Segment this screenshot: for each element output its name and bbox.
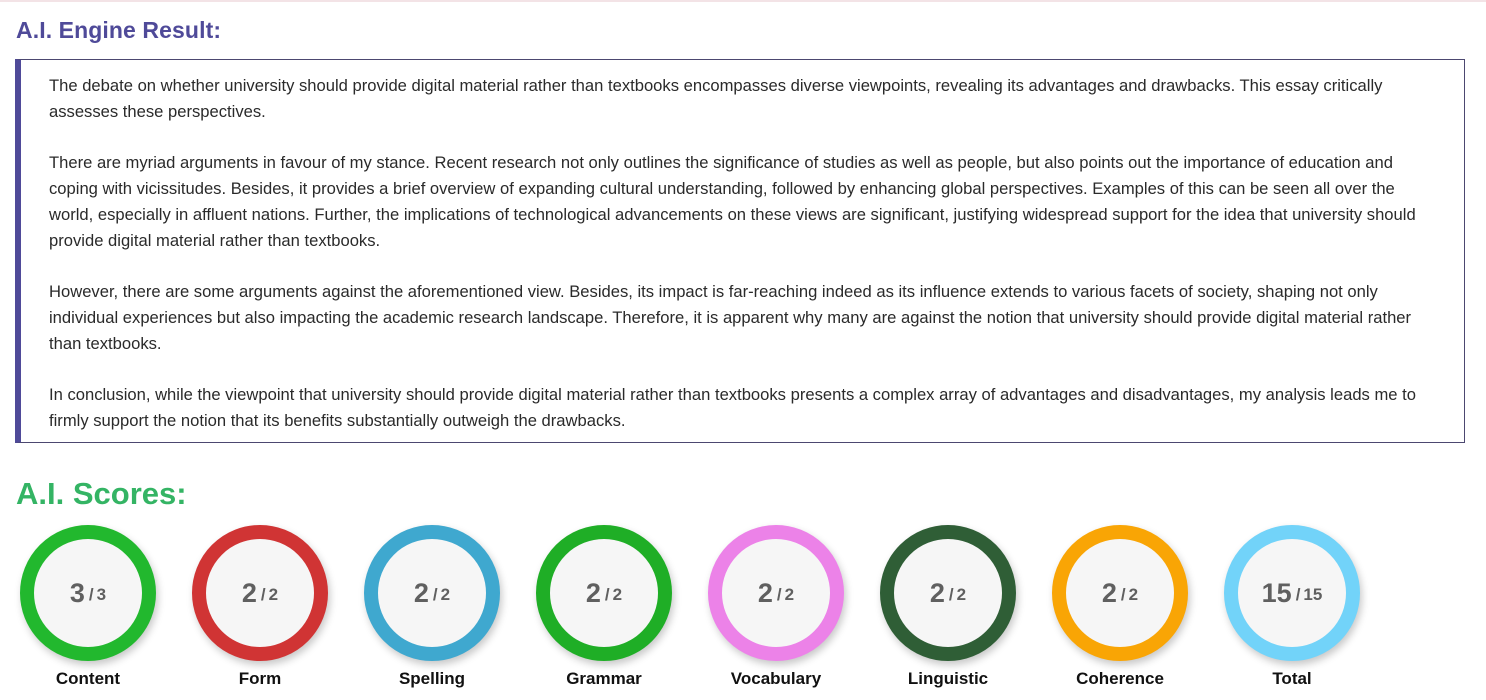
score-max: 15 bbox=[1303, 585, 1323, 604]
score-max: 2 bbox=[612, 585, 623, 604]
score-ring: 2/2 bbox=[192, 525, 328, 661]
score-coherence: 2/2 Coherence bbox=[1052, 525, 1188, 689]
score-value: 3 bbox=[69, 577, 85, 608]
score-label: Form bbox=[238, 669, 282, 688]
score-separator: / bbox=[776, 585, 782, 604]
score-form: 2/2 Form bbox=[192, 525, 328, 689]
score-label: Linguistic bbox=[907, 669, 989, 688]
top-divider bbox=[0, 0, 1486, 2]
score-label: Vocabulary bbox=[730, 669, 822, 688]
score-total: 15/15 Total bbox=[1224, 525, 1360, 689]
score-ring: 2/2 bbox=[880, 525, 1016, 661]
score-ring: 2/2 bbox=[1052, 525, 1188, 661]
score-ring: 2/2 bbox=[536, 525, 672, 661]
score-separator: / bbox=[432, 585, 438, 604]
score-max: 2 bbox=[784, 585, 795, 604]
score-content: 3/3 Content bbox=[20, 525, 156, 689]
score-separator: / bbox=[948, 585, 954, 604]
score-max: 2 bbox=[268, 585, 279, 604]
score-linguistic: 2/2 Linguistic bbox=[880, 525, 1016, 689]
essay-paragraph-4: In conclusion, while the viewpoint that … bbox=[49, 385, 1416, 431]
engine-result-title: A.I. Engine Result: bbox=[16, 17, 222, 43]
score-ring: 3/3 bbox=[20, 525, 156, 661]
score-ring: 2/2 bbox=[364, 525, 500, 661]
score-value: 15 bbox=[1261, 577, 1292, 608]
score-separator: / bbox=[88, 585, 94, 604]
scores-title: A.I. Scores: bbox=[16, 476, 187, 511]
score-separator: / bbox=[604, 585, 610, 604]
score-value: 2 bbox=[585, 577, 601, 608]
score-max: 2 bbox=[1128, 585, 1139, 604]
score-label: Content bbox=[55, 669, 121, 688]
score-max: 3 bbox=[96, 585, 107, 604]
score-spelling: 2/2 Spelling bbox=[364, 525, 500, 689]
score-label: Grammar bbox=[566, 669, 642, 688]
score-label: Total bbox=[1272, 669, 1312, 688]
essay-result-box: The debate on whether university should … bbox=[15, 59, 1465, 443]
score-max: 2 bbox=[956, 585, 967, 604]
score-value: 2 bbox=[757, 577, 773, 608]
score-ring: 2/2 bbox=[708, 525, 844, 661]
score-value: 2 bbox=[413, 577, 429, 608]
score-grammar: 2/2 Grammar bbox=[536, 525, 672, 689]
score-separator: / bbox=[260, 585, 266, 604]
score-ring: 15/15 bbox=[1224, 525, 1360, 661]
essay-paragraph-1: The debate on whether university should … bbox=[49, 76, 1383, 121]
score-value: 2 bbox=[241, 577, 257, 608]
score-label: Spelling bbox=[398, 669, 466, 688]
score-value: 2 bbox=[1101, 577, 1117, 608]
score-separator: / bbox=[1295, 585, 1301, 604]
score-separator: / bbox=[1120, 585, 1126, 604]
score-value: 2 bbox=[929, 577, 945, 608]
score-max: 2 bbox=[440, 585, 451, 604]
essay-paragraph-3: However, there are some arguments agains… bbox=[49, 282, 1412, 353]
score-label: Coherence bbox=[1076, 669, 1164, 688]
score-vocabulary: 2/2 Vocabulary bbox=[708, 525, 844, 689]
essay-paragraph-2: There are myriad arguments in favour of … bbox=[49, 153, 1416, 250]
